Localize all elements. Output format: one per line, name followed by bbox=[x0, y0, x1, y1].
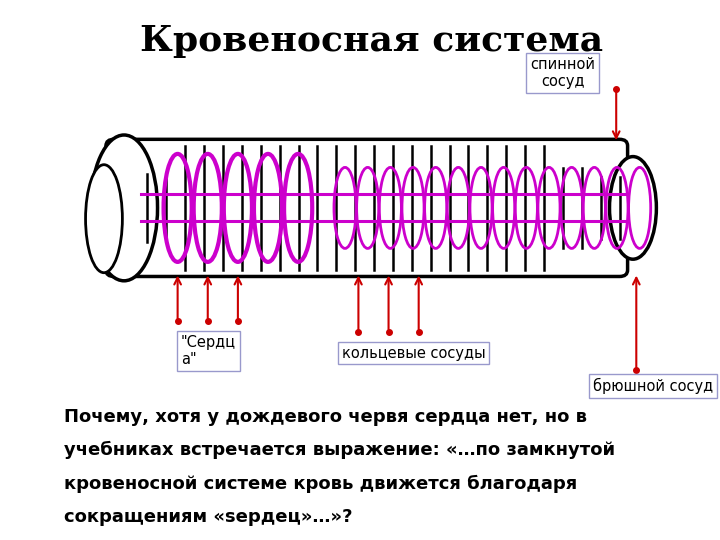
FancyBboxPatch shape bbox=[106, 139, 628, 276]
Text: брюшной сосуд: брюшной сосуд bbox=[593, 378, 713, 394]
Text: спинной
сосуд: спинной сосуд bbox=[530, 57, 595, 89]
Text: кровеносной системе кровь движется благодаря: кровеносной системе кровь движется благо… bbox=[64, 475, 577, 493]
Text: учебниках встречается выражение: «…по замкнутой: учебниках встречается выражение: «…по за… bbox=[64, 441, 615, 460]
Text: сокращениям «sердец»…»?: сокращениям «sердец»…»? bbox=[64, 508, 352, 526]
Text: Кровеносная система: Кровеносная система bbox=[140, 24, 603, 58]
Text: "Сердц
а": "Сердц а" bbox=[181, 335, 236, 367]
Ellipse shape bbox=[610, 157, 657, 259]
Text: Почему, хотя у дождевого червя сердца нет, но в: Почему, хотя у дождевого червя сердца не… bbox=[64, 408, 587, 426]
Ellipse shape bbox=[91, 135, 158, 281]
Ellipse shape bbox=[86, 165, 122, 273]
Text: кольцевые сосуды: кольцевые сосуды bbox=[342, 346, 485, 361]
